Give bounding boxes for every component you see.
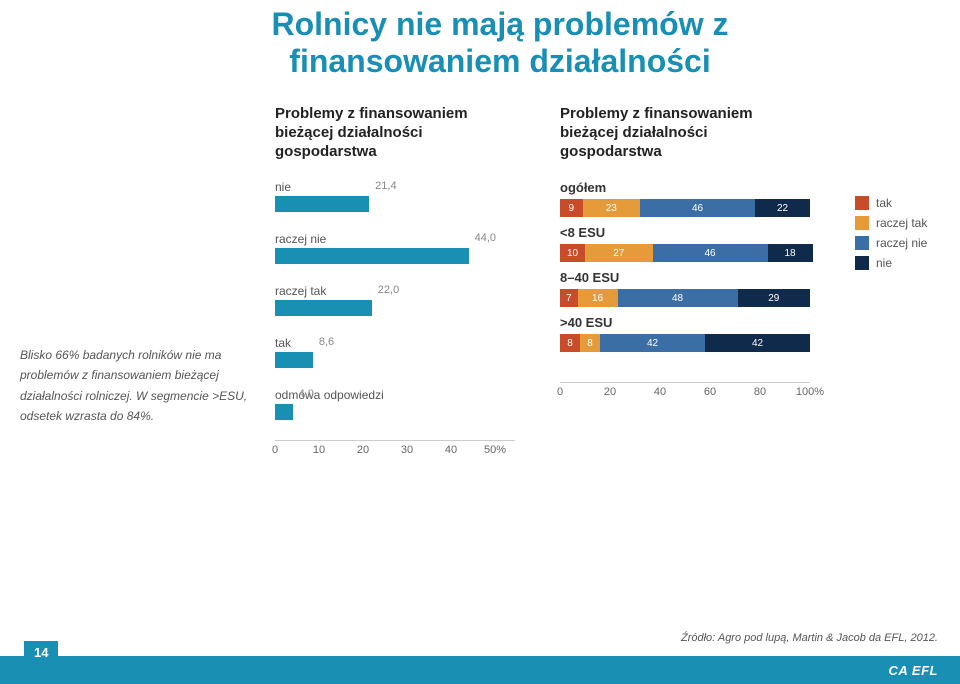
chart1-bar [275, 300, 372, 316]
chart1-row: nie21,4 [275, 180, 515, 224]
description-text: Blisko 66% badanych rolników nie ma prob… [20, 345, 250, 427]
chart2-segment: 42 [705, 334, 810, 352]
chart1-bar [275, 352, 313, 368]
chart2-subtitle: Problemy z finansowaniem bieżącej działa… [560, 105, 770, 161]
chart2-bar: 884242 [560, 334, 810, 352]
chart2-segment: 8 [580, 334, 600, 352]
chart2-axis: 020406080100% [560, 382, 810, 404]
chart1-axis: 0 10 20 30 40 50% [275, 440, 515, 462]
legend-swatch [855, 216, 869, 230]
chart2-tick: 20 [604, 386, 616, 398]
chart1-row: raczej tak22,0 [275, 284, 515, 328]
chart2-segment: 16 [578, 289, 618, 307]
chart1-value: 21,4 [375, 180, 396, 192]
chart1-bar [275, 196, 369, 212]
chart2-tick: 40 [654, 386, 666, 398]
legend-label: raczej tak [876, 216, 927, 230]
legend-swatch [855, 256, 869, 270]
title-line-1: Rolnicy nie mają problemów z [272, 6, 729, 42]
chart2-segment: 9 [560, 199, 583, 217]
page-number: 14 [24, 641, 58, 672]
chart2-segment: 23 [583, 199, 641, 217]
legend-label: raczej nie [876, 236, 927, 250]
chart2-segment: 10 [560, 244, 585, 262]
chart1-subtitle: Problemy z finansowaniem bieżącej działa… [275, 105, 485, 161]
chart2-group-label: <8 ESU [560, 225, 830, 240]
chart2-segment: 27 [585, 244, 653, 262]
chart1-value: 22,0 [378, 284, 399, 296]
chart2-segment: 42 [600, 334, 705, 352]
chart2-tick: 80 [754, 386, 766, 398]
chart1-value: 8,6 [319, 336, 334, 348]
title-line-2: finansowaniem działalności [289, 43, 710, 79]
chart1-row: raczej nie44,0 [275, 232, 515, 276]
legend-swatch [855, 196, 869, 210]
chart2-bar: 9234622 [560, 199, 810, 217]
chart1-row-label: tak [275, 336, 515, 350]
chart1-tick: 50% [484, 444, 506, 456]
chart2-legend: tak raczej tak raczej nie nie [855, 196, 927, 276]
chart2-segment: 8 [560, 334, 580, 352]
chart2-group-label: ogółem [560, 180, 830, 195]
chart1-value: 44,0 [475, 232, 496, 244]
chart2-tick: 0 [557, 386, 563, 398]
chart1: nie21,4 raczej nie44,0 raczej tak22,0 tak8,… [275, 180, 515, 462]
legend-swatch [855, 236, 869, 250]
chart2-segment: 29 [738, 289, 811, 307]
chart1-tick: 30 [401, 444, 413, 456]
page-title: Rolnicy nie mają problemów z finansowani… [230, 6, 770, 80]
chart1-row: odmowa odpowiedzi4,0 [275, 388, 515, 432]
legend-item: tak [855, 196, 927, 210]
chart1-bar [275, 248, 469, 264]
chart2-group-label: >40 ESU [560, 315, 830, 330]
chart1-tick: 0 [272, 444, 278, 456]
chart2-plot: ogółem9234622<8 ESU102746188–40 ESU71648… [560, 180, 830, 352]
chart2-segment: 18 [768, 244, 813, 262]
chart2-bar: 10274618 [560, 244, 810, 262]
chart1-tick: 10 [313, 444, 325, 456]
legend-item: nie [855, 256, 927, 270]
chart2: ogółem9234622<8 ESU102746188–40 ESU71648… [560, 180, 830, 404]
footer-strip [0, 656, 960, 684]
logo: CA EFL [889, 663, 938, 678]
legend-item: raczej nie [855, 236, 927, 250]
chart1-bar [275, 404, 293, 420]
chart2-group-label: 8–40 ESU [560, 270, 830, 285]
legend-item: raczej tak [855, 216, 927, 230]
legend-label: nie [876, 256, 892, 270]
chart2-bar: 7164829 [560, 289, 810, 307]
page: Rolnicy nie mają problemów z finansowani… [0, 0, 960, 684]
chart1-tick: 40 [445, 444, 457, 456]
chart1-value: 4,0 [299, 388, 314, 400]
chart2-tick: 100% [796, 386, 824, 398]
chart1-tick: 20 [357, 444, 369, 456]
chart1-plot: nie21,4 raczej nie44,0 raczej tak22,0 tak8,… [275, 180, 515, 432]
chart2-segment: 7 [560, 289, 578, 307]
chart2-segment: 46 [640, 199, 755, 217]
chart2-segment: 48 [618, 289, 738, 307]
chart1-row: tak8,6 [275, 336, 515, 380]
chart2-tick: 60 [704, 386, 716, 398]
legend-label: tak [876, 196, 892, 210]
chart2-segment: 22 [755, 199, 810, 217]
source-text: Źródło: Agro pod lupą, Martin & Jacob da… [681, 632, 938, 644]
chart2-segment: 46 [653, 244, 768, 262]
